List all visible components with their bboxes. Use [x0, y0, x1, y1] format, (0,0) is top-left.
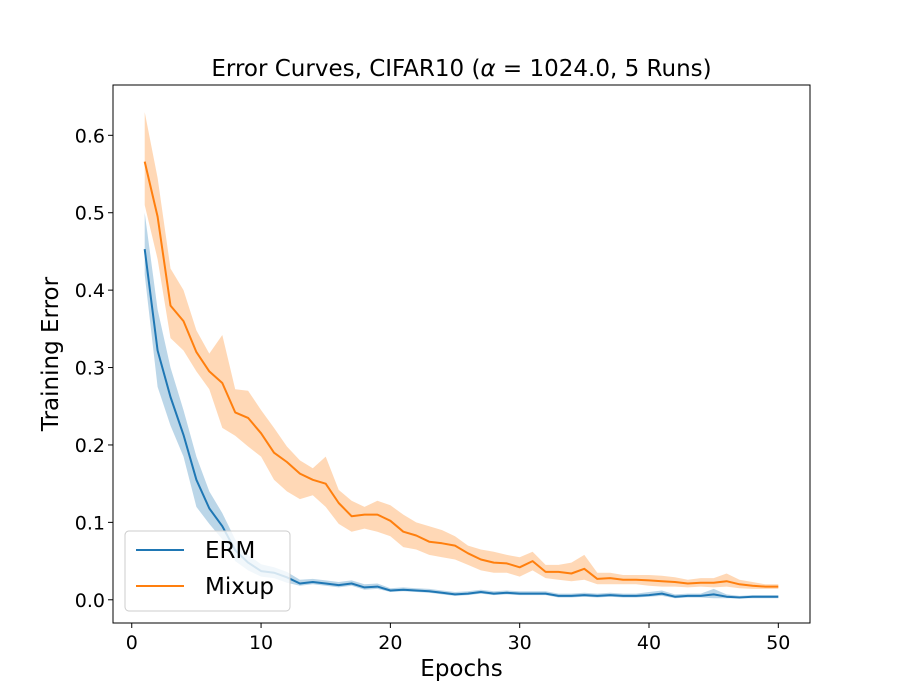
plot-area-frame — [112, 84, 811, 624]
confidence-bands — [144, 112, 779, 599]
x-tick-label: 20 — [378, 632, 402, 654]
chart-title: Error Curves, CIFAR10 (α = 1024.0, 5 Run… — [211, 56, 711, 82]
x-axis-label: Epochs — [420, 656, 502, 682]
y-axis-label: Training Error — [38, 276, 64, 432]
confidence-band-mixup — [144, 112, 779, 589]
y-tick-label: 0.3 — [75, 358, 105, 380]
chart-title-alpha-symbol: α — [480, 56, 495, 82]
series-line-mixup — [143, 161, 779, 588]
y-tick-label: 0.1 — [75, 512, 105, 534]
chart-title-prefix: Error Curves, CIFAR10 ( — [211, 56, 480, 82]
legend-label-mixup: Mixup — [205, 574, 274, 600]
y-tick-label: 0.2 — [75, 435, 105, 457]
x-tick-label: 30 — [508, 632, 532, 654]
y-tick-label: 0.4 — [75, 280, 105, 302]
chart-legend: ERM Mixup — [124, 530, 291, 612]
x-tick-label: 50 — [766, 632, 790, 654]
y-tick-label: 0.0 — [75, 590, 105, 612]
legend-label-erm: ERM — [205, 538, 255, 564]
x-axis-ticks: 0 10 20 30 40 50 — [126, 623, 790, 654]
chart-title-suffix: = 1024.0, 5 Runs) — [496, 56, 712, 82]
x-tick-label: 40 — [637, 632, 661, 654]
x-tick-label: 10 — [249, 632, 273, 654]
y-tick-label: 0.5 — [75, 203, 105, 225]
y-tick-label: 0.6 — [75, 125, 105, 147]
y-axis-ticks: 0.0 0.1 0.2 0.3 0.4 0.5 0.6 — [75, 125, 113, 612]
x-tick-label: 0 — [126, 632, 138, 654]
